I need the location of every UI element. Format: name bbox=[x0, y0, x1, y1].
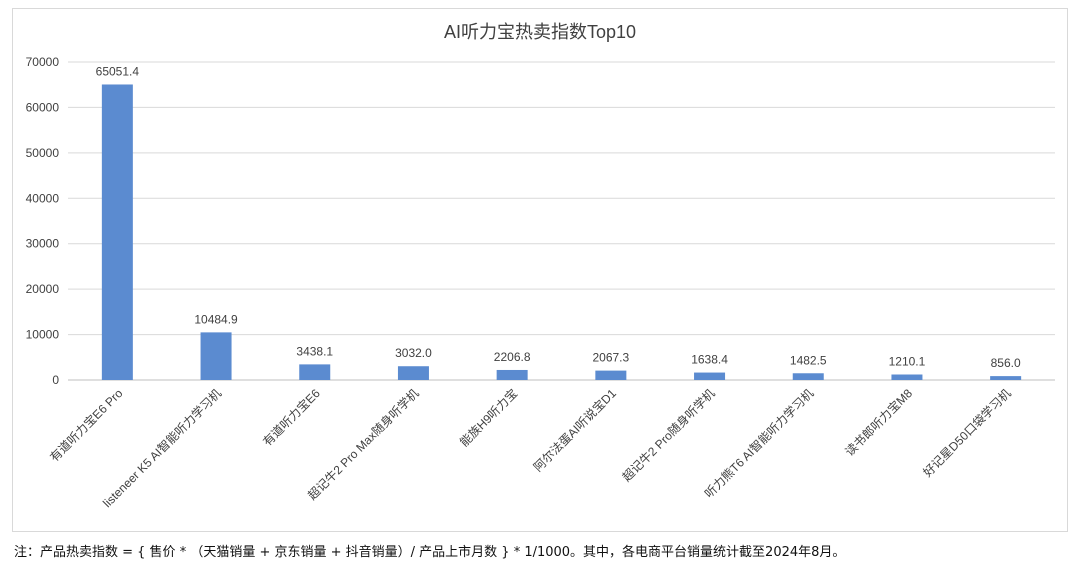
category-label-10: 好记星D50口袋学习机 bbox=[920, 386, 1014, 480]
data-label-2: 10484.9 bbox=[194, 312, 238, 326]
bar-1 bbox=[101, 84, 133, 381]
category-label-1: 有道听力宝E6 Pro bbox=[47, 386, 125, 464]
y-axis-tick-labels: 0 10000 20000 30000 40000 50000 60000 70000 bbox=[26, 55, 60, 387]
bar-chart: 0 10000 20000 30000 40000 50000 60000 70000 650… bbox=[26, 22, 1055, 510]
y-tick-label: 70000 bbox=[26, 55, 60, 69]
y-tick-label: 50000 bbox=[26, 146, 60, 160]
data-label-9: 1210.1 bbox=[889, 355, 926, 369]
data-label-7: 1638.4 bbox=[691, 353, 728, 367]
y-tick-label: 10000 bbox=[26, 328, 60, 342]
category-label-3: 有道听力宝E6 bbox=[260, 386, 323, 449]
category-label-4: 超记牛2 Pro Max随身听学机 bbox=[304, 386, 421, 503]
data-label-4: 3032.0 bbox=[395, 346, 432, 360]
bars bbox=[101, 84, 1022, 381]
data-label-3: 3438.1 bbox=[296, 344, 333, 358]
bar-4 bbox=[397, 366, 429, 380]
bar-9 bbox=[891, 374, 923, 380]
y-tick-label: 20000 bbox=[26, 282, 60, 296]
y-tick-label: 60000 bbox=[26, 100, 60, 114]
category-label-8: 听力熊T6 AI智能听力学习机 bbox=[701, 386, 816, 501]
y-tick-label: 30000 bbox=[26, 237, 60, 251]
bar-2 bbox=[200, 332, 232, 380]
data-label-1: 65051.4 bbox=[96, 64, 140, 78]
chart-title: AI听力宝热卖指数Top10 bbox=[444, 22, 636, 42]
data-label-5: 2206.8 bbox=[494, 350, 531, 364]
bar-3 bbox=[299, 364, 331, 380]
footnote: 注：产品热卖指数 = { 售价 * （天猫销量 + 京东销量 + 抖音销量）/ … bbox=[14, 545, 846, 560]
y-tick-label: 0 bbox=[52, 373, 59, 387]
chart-frame: 0 10000 20000 30000 40000 50000 60000 70000 650… bbox=[12, 8, 1068, 532]
bar-10 bbox=[990, 376, 1022, 380]
category-label-6: 阿尔法蛋AI听说宝D1 bbox=[530, 385, 619, 474]
category-label-9: 读书郎听力宝M8 bbox=[842, 386, 915, 459]
y-tick-label: 40000 bbox=[26, 191, 60, 205]
bar-8 bbox=[792, 373, 824, 380]
category-label-5: 能族H9听力宝 bbox=[457, 386, 520, 449]
category-label-2: listeneer K5 AI智能听力学习机 bbox=[99, 386, 224, 511]
data-label-6: 2067.3 bbox=[592, 351, 629, 365]
bar-7 bbox=[694, 372, 726, 380]
data-labels: 65051.4 10484.9 3438.1 3032.0 2206.8 2067.3 16… bbox=[96, 64, 1021, 370]
bar-6 bbox=[595, 370, 627, 380]
data-label-8: 1482.5 bbox=[790, 353, 827, 367]
category-label-7: 超记牛2 Pro随身听学机 bbox=[619, 386, 718, 485]
bar-5 bbox=[496, 369, 528, 380]
grid-lines bbox=[68, 61, 1055, 381]
data-label-10: 856.0 bbox=[991, 356, 1021, 370]
